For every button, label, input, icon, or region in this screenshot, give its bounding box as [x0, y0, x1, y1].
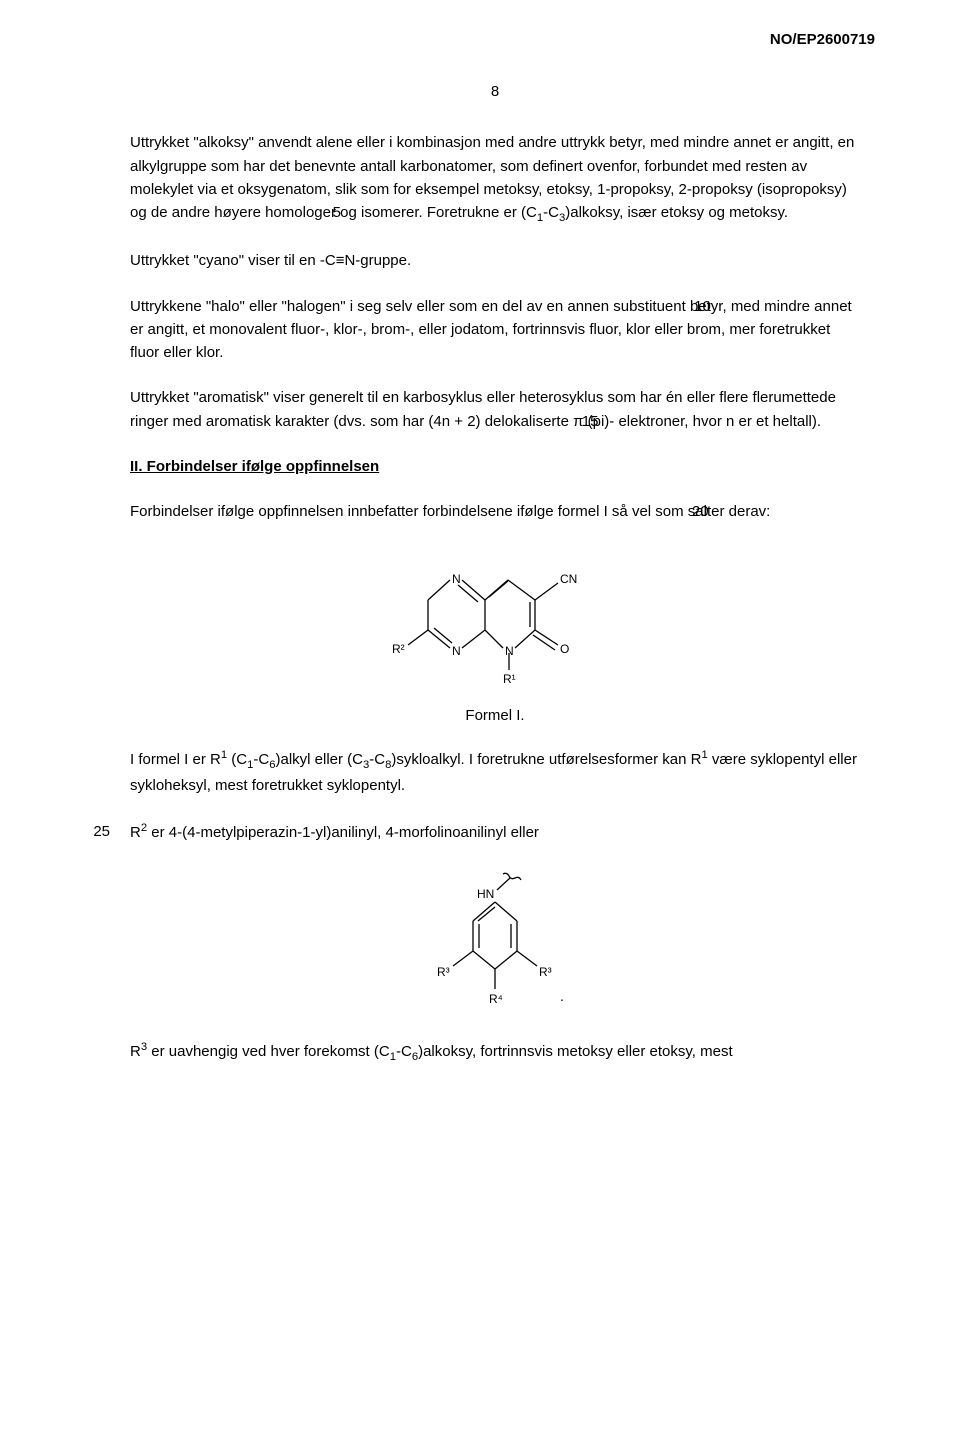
atom-label: CN	[560, 572, 577, 586]
atom-label: R³	[539, 965, 552, 979]
text: -C	[253, 751, 269, 768]
body: Uttrykket "alkoksy" anvendt alene eller …	[130, 131, 860, 1066]
text: )alkyl eller (C	[275, 751, 363, 768]
atom-label: R³	[437, 965, 450, 979]
text: -C	[543, 204, 559, 221]
para-forbindelser: Forbindelser ifølge oppfinnelsen innbefa…	[130, 500, 860, 523]
atom-label: N	[505, 644, 514, 658]
text: )alkoksy, især etoksy og metoksy.	[565, 204, 788, 221]
text: er uavhengig ved hver forekomst (C	[147, 1043, 390, 1060]
text: er 4-(4-metylpiperazin-1-yl)anilinyl, 4-…	[147, 824, 539, 841]
text: )alkoksy, fortrinnsvis metoksy eller eto…	[418, 1043, 733, 1060]
atom-label: HN	[477, 887, 494, 901]
text: Uttrykkene "halo" eller "halogen" i seg …	[130, 298, 731, 315]
line-number: 15	[568, 410, 598, 433]
text: R	[130, 1043, 141, 1060]
para-formel-r1: I formel I er R1 (C1-C6)alkyl eller (C3-…	[130, 747, 860, 798]
para-r3: R3 er uavhengig ved hver forekomst (C1-C…	[130, 1039, 860, 1066]
page-number: 8	[130, 80, 860, 103]
svg-text:.: .	[560, 988, 564, 1004]
atom-label: O	[560, 642, 569, 656]
para-aromatisk: Uttrykket "aromatisk" viser generelt til…	[130, 386, 860, 433]
atom-label: R⁴	[489, 992, 503, 1006]
text: -C	[396, 1043, 412, 1060]
doc-id: NO/EP2600719	[770, 28, 875, 51]
para-cyano: Uttrykket "cyano" viser til en -C≡N-grup…	[130, 249, 860, 272]
text: R	[130, 824, 141, 841]
formula-2-structure: HN R³ R³ R⁴ .	[130, 866, 860, 1033]
formula-1-structure: N N N CN O R² R¹	[130, 545, 860, 697]
atom-label: R²	[392, 642, 405, 656]
atom-label: R¹	[503, 672, 516, 686]
atom-label: N	[452, 644, 461, 658]
section-title: II. Forbindelser ifølge oppfinnelsen	[130, 455, 860, 478]
text: elektroner, hvor n er et heltall).	[618, 413, 821, 430]
line-number: 20	[679, 500, 709, 523]
text: I formel I er R	[130, 751, 221, 768]
formula-caption: Formel I.	[130, 704, 860, 727]
atom-label: N	[452, 572, 461, 586]
para-halo: Uttrykkene "halo" eller "halogen" i seg …	[130, 295, 860, 365]
line-number: 5	[311, 201, 341, 224]
para-alkoksy: Uttrykket "alkoksy" anvendt alene eller …	[130, 131, 860, 227]
text: (C	[227, 751, 247, 768]
text: Forbindelser ifølge oppfinnelsen innbefa…	[130, 503, 729, 520]
text: )sykloalkyl. I foretrukne utførelsesform…	[391, 751, 701, 768]
text: derav:	[729, 503, 771, 520]
line-number: 10	[681, 295, 711, 318]
page: NO/EP2600719 8 Uttrykket "alkoksy" anven…	[0, 0, 960, 1127]
text: isomerer. Foretrukne er (C	[361, 204, 537, 221]
line-number: 25	[80, 820, 110, 843]
text: -C	[369, 751, 385, 768]
para-r2: 25 R2 er 4-(4-metylpiperazin-1-yl)anilin…	[130, 820, 860, 844]
